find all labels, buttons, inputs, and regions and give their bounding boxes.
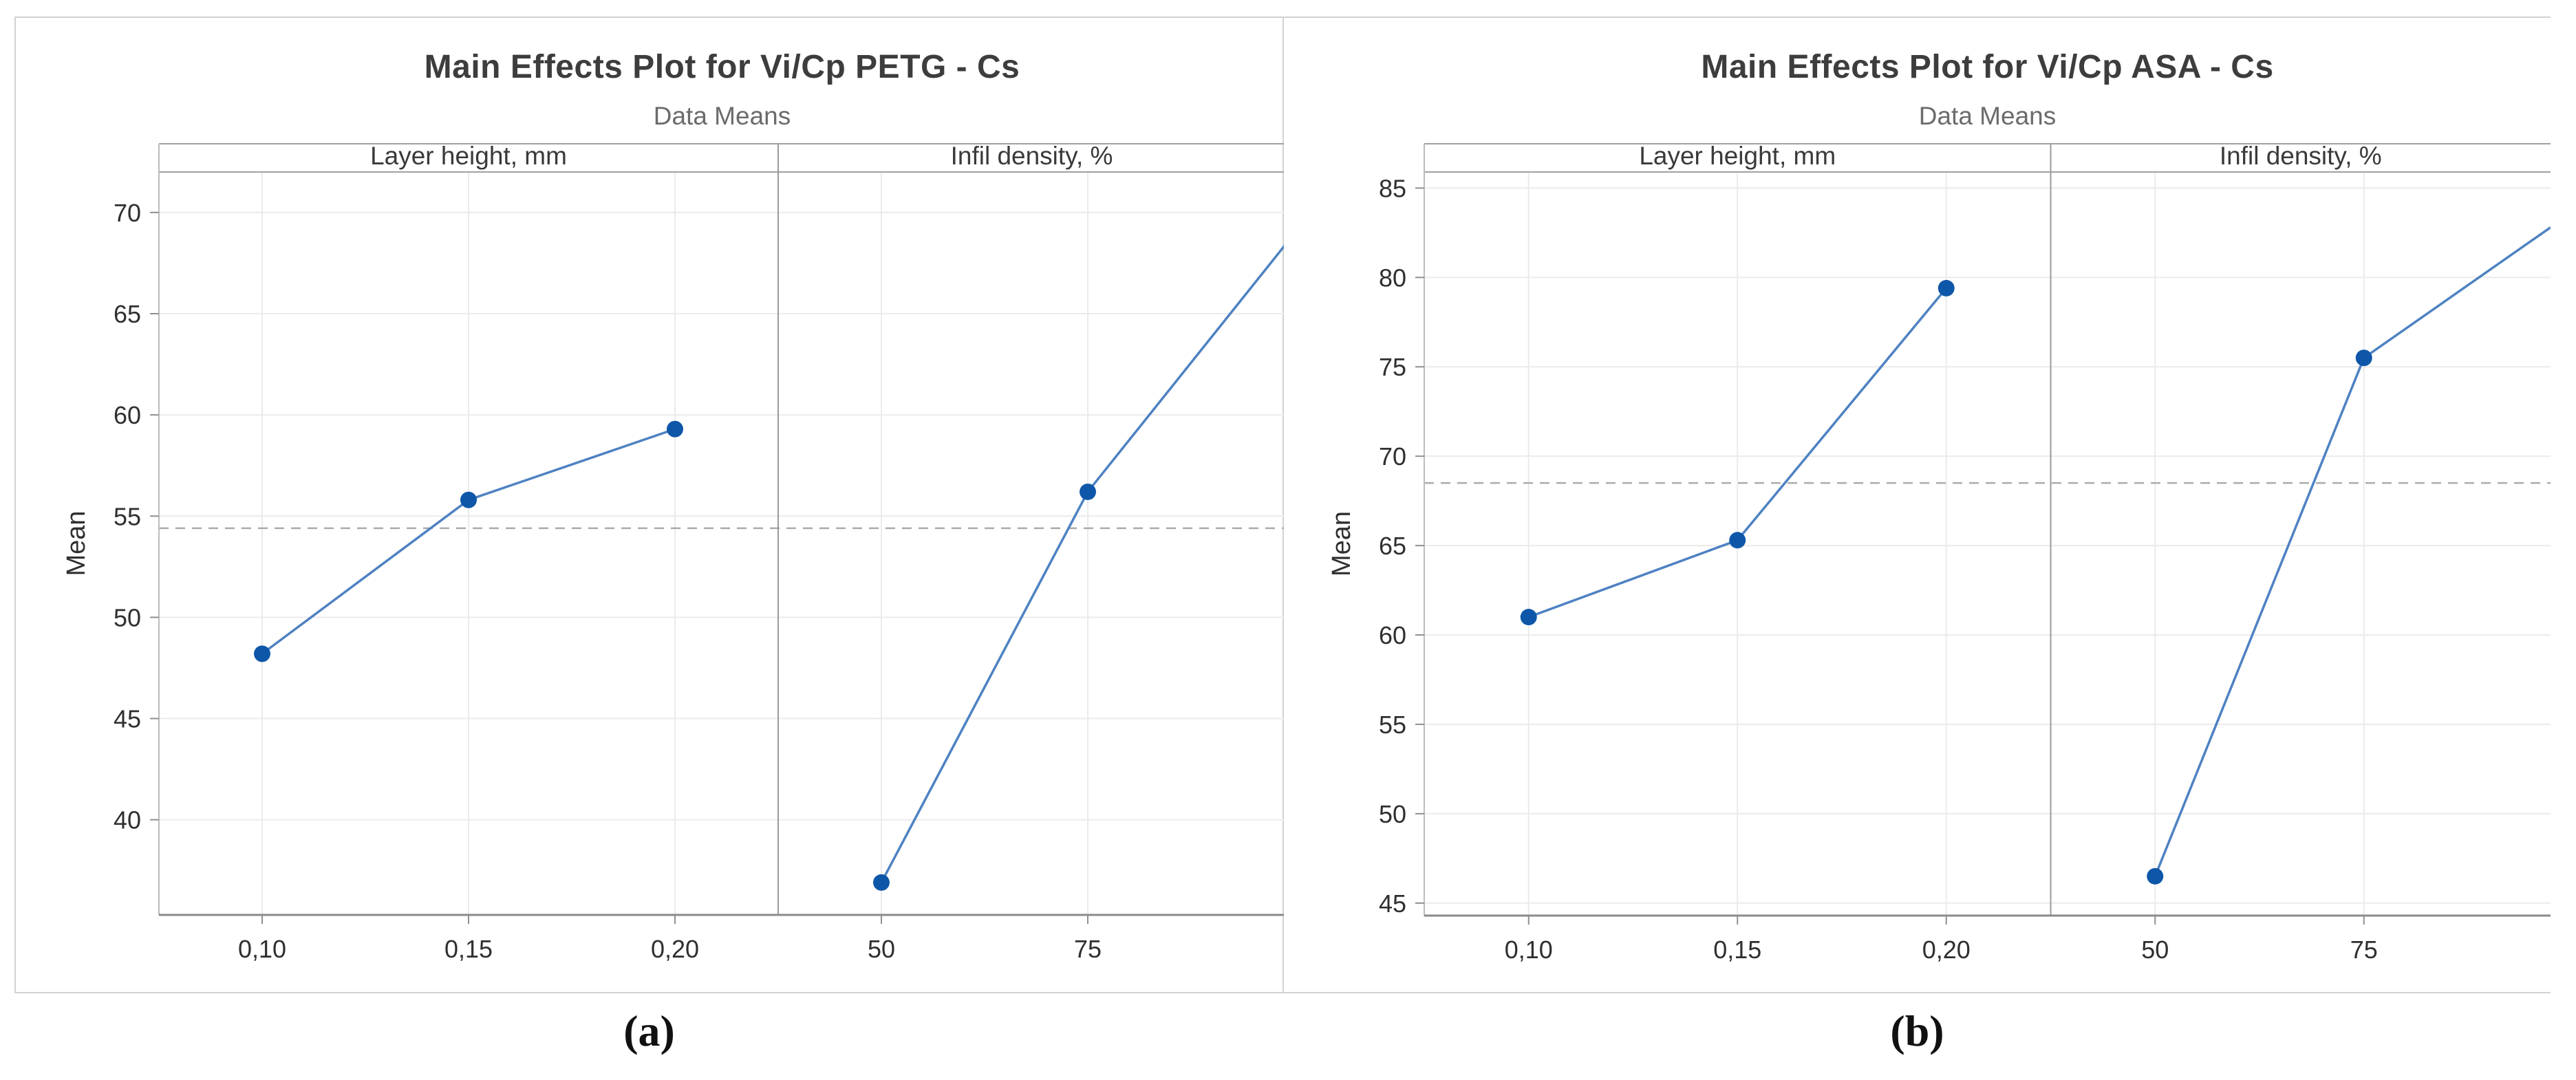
x-tick-label: 0,15 [444,935,493,963]
y-tick-label: 60 [114,401,141,429]
x-tick-label: 75 [1074,935,1102,963]
y-tick-label: 70 [1379,442,1406,471]
gridlines [1424,172,2551,916]
data-point-marker [1938,279,1955,296]
series-line [880,244,1285,883]
x-tick-label: 75 [2350,936,2378,964]
y-tick-label: 40 [114,806,141,834]
x-tick-label: 0,20 [651,935,699,963]
caption-a: (a) [623,1006,675,1055]
chart-a-title: Main Effects Plot for Vi/Cp PETG - Cs [424,49,1020,85]
x-tick-label: 50 [868,935,895,963]
panel-header-label: Layer height, mm [370,142,567,170]
y-tick-label: 45 [114,705,141,733]
caption-b: (b) [1890,1006,1944,1055]
data-point-marker [2355,349,2372,367]
y-tick-label: 50 [114,603,141,631]
chart-b-title: Main Effects Plot for Vi/Cp ASA - Cs [1701,49,2274,85]
y-tick-label: 55 [114,502,141,530]
panel-header-label: Infil density, % [951,142,1113,170]
data-point-marker [460,491,477,508]
data-point-marker [1080,483,1096,500]
panel-frame [158,143,1285,916]
figure-b: Main Effects Plot for Vi/Cp ASA - Cs Dat… [1284,17,2551,993]
x-tick-label: 0,10 [238,935,286,963]
panel-header-label: Layer height, mm [1639,142,1836,170]
data-point-marker [667,420,683,438]
y-tick-label: 75 [1379,353,1406,381]
y-tick-label: 45 [1379,889,1406,918]
figure-a: Main Effects Plot for Vi/Cp PETG - Cs Da… [14,17,1285,993]
y-tick-label: 70 [114,199,141,227]
y-tick-label: 85 [1379,174,1406,202]
x-tick-label: 50 [2141,936,2169,964]
data-point-marker [873,874,890,891]
x-tick-label: 0,20 [1922,936,1971,964]
data-point-marker [2147,867,2164,885]
series-line [2154,226,2551,877]
data-point-marker [254,645,270,662]
y-axis-label: Mean [1327,511,1356,576]
y-tick-label: 60 [1379,621,1406,649]
chart-b-subtitle: Data Means [1918,102,2057,130]
y-tick-label: 80 [1379,263,1406,292]
y-tick-label: 65 [1379,532,1406,560]
y-axis-label: Mean [62,510,91,576]
chart-b-plot: Layer height, mm Infil density, % 45 50 55 60… [1327,142,2551,964]
gridlines [159,172,1285,915]
panel-frame [1424,143,2551,917]
y-tick-label: 65 [114,300,141,328]
y-tick-label: 55 [1379,711,1406,739]
panel-header-label: Infil density, % [2220,142,2382,170]
x-tick-label: 0,10 [1505,936,1553,964]
data-point-marker [1729,532,1746,549]
data-point-marker [1520,609,1537,626]
chart-a-plot: Layer height, mm Infil density, % 40 45 50 55… [62,142,1285,963]
x-tick-label: 0,15 [1713,936,1761,964]
chart-a-subtitle: Data Means [653,102,791,130]
y-tick-label: 50 [1379,800,1406,828]
